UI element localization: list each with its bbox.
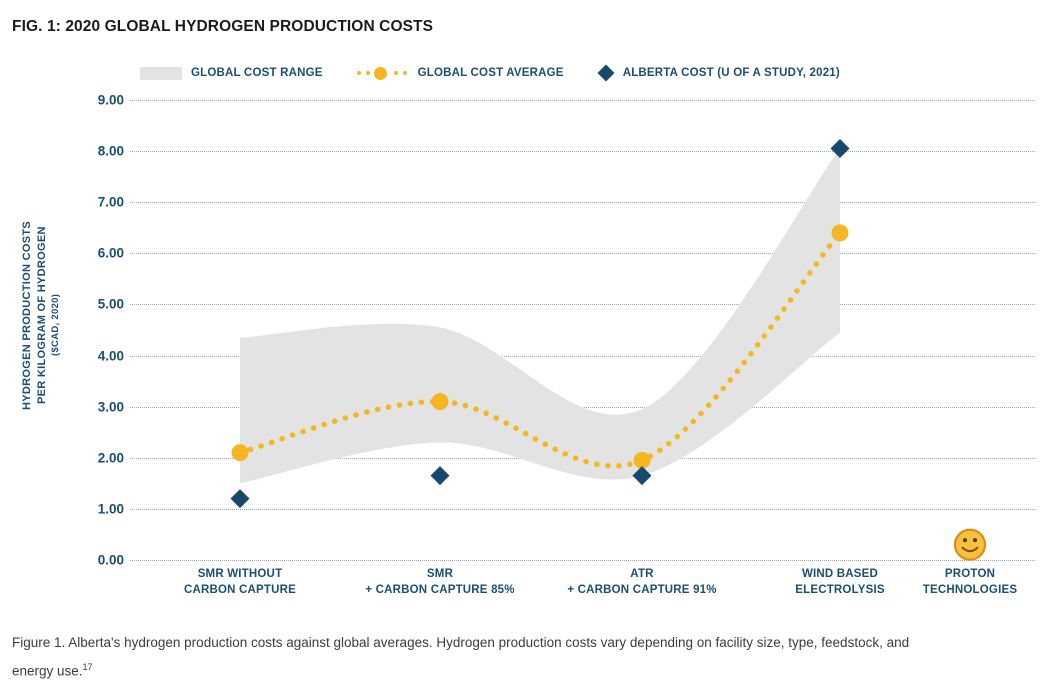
legend-item-global-cost-range: GLOBAL COST RANGE [140, 66, 323, 80]
y-axis-tick-label: 4.00 [97, 348, 124, 364]
dotted-circle-icon [356, 66, 409, 80]
x-axis-category-line1: SMR WITHOUT [197, 568, 283, 580]
alberta-cost-marker [830, 139, 850, 159]
page-title: FIG. 1: 2020 GLOBAL HYDROGEN PRODUCTION … [12, 18, 434, 35]
x-axis-tick-labels: SMR WITHOUT CARBON CAPTURE SMR + CARBON CAP… [130, 566, 1035, 612]
y-axis-tick-label: 3.00 [97, 399, 124, 415]
x-axis-category-label: SMR WITHOUT CARBON CAPTURE [184, 566, 296, 598]
alberta-cost-marker [230, 489, 250, 509]
figure-caption-footnote: 17 [82, 662, 93, 672]
legend-label: GLOBAL COST RANGE [191, 67, 323, 79]
global-cost-average-marker [431, 393, 449, 411]
legend-label: GLOBAL COST AVERAGE [417, 67, 564, 79]
y-axis-tick-label: 6.00 [97, 245, 124, 261]
smiley-face-icon [953, 528, 987, 561]
y-axis-tick-label: 2.00 [97, 450, 124, 466]
y-axis-title-main: HYDROGEN PRODUCTION COSTS PER KILOGRAM O… [21, 220, 48, 410]
diamond-icon [597, 64, 615, 82]
global-cost-average-marker [831, 224, 849, 242]
grid-line [130, 355, 1035, 357]
band-swatch-icon [140, 66, 182, 80]
chart-legend: GLOBAL COST RANGE GLOBAL COST AVERAGE AL… [140, 64, 840, 82]
x-axis-category-line1: SMR [426, 568, 454, 580]
legend-item-global-cost-average: GLOBAL COST AVERAGE [356, 66, 564, 80]
global-cost-range-band [240, 148, 840, 484]
x-axis-category-line2: CARBON CAPTURE [183, 584, 297, 596]
y-axis-tick-label: 7.00 [97, 194, 124, 210]
legend-item-alberta-cost: ALBERTA COST (U OF A STUDY, 2021) [597, 64, 840, 82]
y-axis-tick-label: 1.00 [97, 501, 124, 517]
grid-line [130, 253, 1035, 255]
legend-label: ALBERTA COST (U OF A STUDY, 2021) [622, 67, 840, 79]
x-axis-category-label: PROTON TECHNOLOGIES [923, 566, 1017, 598]
x-axis-category-line1: ATR [630, 568, 654, 580]
y-axis-tick-label: 0.00 [97, 552, 124, 568]
y-axis-title-units: ($CAD, 2020) [50, 293, 61, 357]
grid-line [130, 406, 1035, 408]
global-cost-average-line [237, 230, 843, 469]
x-axis-category-line2: + CARBON CAPTURE 85% [365, 584, 515, 596]
x-axis-category-label: WIND BASED ELECTROLYSIS [795, 566, 885, 598]
grid-line [130, 508, 1035, 510]
grid-line [130, 100, 1035, 101]
x-axis-category-line1: WIND BASED [801, 568, 879, 580]
y-axis-title: HYDROGEN PRODUCTION COSTS PER KILOGRAM O… [8, 190, 68, 440]
alberta-cost-marker [430, 466, 450, 486]
grid-line [130, 560, 1035, 561]
global-cost-average-marker [231, 444, 249, 462]
x-axis-category-label: SMR + CARBON CAPTURE 85% [365, 566, 514, 598]
x-axis-category-line2: TECHNOLOGIES [922, 584, 1018, 596]
global-cost-average-marker [633, 451, 651, 469]
y-axis-tick-labels: 9.00 8.00 7.00 6.00 5.00 4.00 3.00 2.00 1.00 0.00 [74, 93, 124, 568]
x-axis-category-line2: + CARBON CAPTURE 91% [567, 584, 717, 596]
x-axis-category-line1: PROTON [944, 568, 996, 580]
y-axis-tick-label: 8.00 [97, 143, 124, 159]
y-axis-tick-label: 5.00 [97, 296, 124, 312]
x-axis-category-line2: ELECTROLYSIS [795, 584, 885, 596]
alberta-cost-marker [632, 466, 652, 486]
figure-caption-text: Figure 1. Alberta's hydrogen production … [12, 635, 910, 679]
figure-caption: Figure 1. Alberta's hydrogen production … [12, 630, 927, 684]
grid-line [130, 151, 1035, 153]
grid-line [130, 202, 1035, 204]
grid-line [130, 304, 1035, 306]
plot-area: 9.00 8.00 7.00 6.00 5.00 4.00 3.00 2.00 1.00 0.00 [98, 93, 1035, 568]
chart-series-layer [230, 139, 987, 561]
y-axis-tick-label: 9.00 [97, 92, 124, 108]
x-axis-category-label: ATR + CARBON CAPTURE 91% [567, 566, 716, 598]
